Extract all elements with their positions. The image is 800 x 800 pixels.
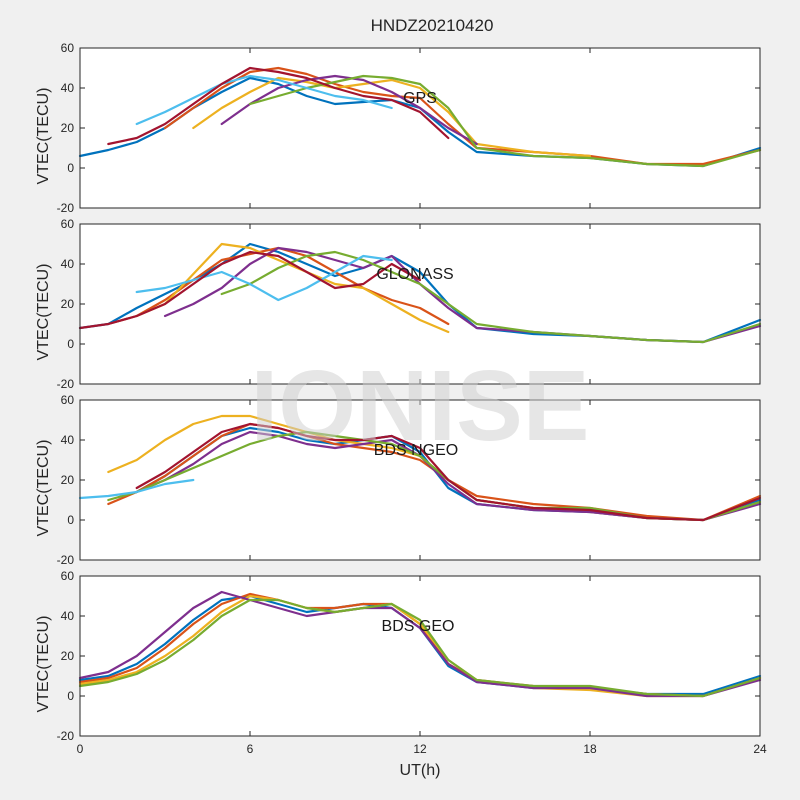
y-tick-label: 60 (61, 393, 75, 407)
y-tick-label: 0 (67, 161, 74, 175)
y-axis-label: VTEC(TECU) (35, 440, 52, 537)
series-line-6 (107, 66, 450, 146)
series-line-4 (248, 74, 762, 168)
plot-area (80, 48, 760, 208)
y-axis-label: VTEC(TECU) (35, 616, 52, 713)
x-tick-label: 12 (413, 742, 427, 756)
y-tick-label: 40 (61, 433, 75, 447)
system-annotation: BDS NGEO (374, 442, 458, 459)
x-tick-label: 6 (247, 742, 254, 756)
series-line-5 (135, 74, 393, 126)
y-tick-label: -20 (57, 553, 75, 567)
series-line-5 (135, 254, 393, 302)
x-tick-label: 24 (753, 742, 767, 756)
x-tick-label: 18 (583, 742, 597, 756)
series-line-4 (220, 250, 762, 344)
y-tick-label: 0 (67, 689, 74, 703)
y-tick-label: -20 (57, 201, 75, 215)
y-tick-label: -20 (57, 377, 75, 391)
series-line-5 (78, 478, 195, 500)
y-tick-label: 0 (67, 337, 74, 351)
subplot-0: -20 0 20 40 60 VTEC(TECU) GPS (35, 41, 762, 215)
y-tick-label: -20 (57, 729, 75, 743)
y-tick-label: 20 (61, 121, 75, 135)
y-tick-label: 0 (67, 513, 74, 527)
series-line-2 (135, 242, 450, 334)
system-annotation: GPS (403, 90, 437, 107)
y-tick-label: 40 (61, 81, 75, 95)
y-axis-label: VTEC(TECU) (35, 88, 52, 185)
y-tick-label: 60 (61, 217, 75, 231)
y-tick-label: 20 (61, 473, 75, 487)
series-line-4 (78, 598, 762, 698)
x-axis-label: UT(h) (400, 762, 441, 779)
y-axis-label: VTEC(TECU) (35, 264, 52, 361)
series-line-1 (163, 66, 762, 166)
system-annotation: GLONASS (376, 266, 453, 283)
y-tick-label: 20 (61, 649, 75, 663)
series-line-6 (78, 250, 422, 330)
series-line-6 (135, 422, 762, 522)
x-tick-label: 0 (77, 742, 84, 756)
y-tick-label: 40 (61, 609, 75, 623)
y-tick-label: 20 (61, 297, 75, 311)
system-annotation: BDS GEO (382, 618, 455, 635)
subplot-1: -20 0 20 40 60 VTEC(TECU) GLONASS (35, 217, 762, 391)
plot-area (80, 576, 760, 736)
y-tick-label: 60 (61, 569, 75, 583)
figure-title: HNDZ20210420 (371, 16, 494, 35)
watermark-text: IONISE (251, 350, 590, 462)
subplot-2: -20 0 20 40 60 VTEC(TECU) BDS NGEO (35, 393, 762, 567)
y-tick-label: 60 (61, 41, 75, 55)
y-tick-label: 40 (61, 257, 75, 271)
